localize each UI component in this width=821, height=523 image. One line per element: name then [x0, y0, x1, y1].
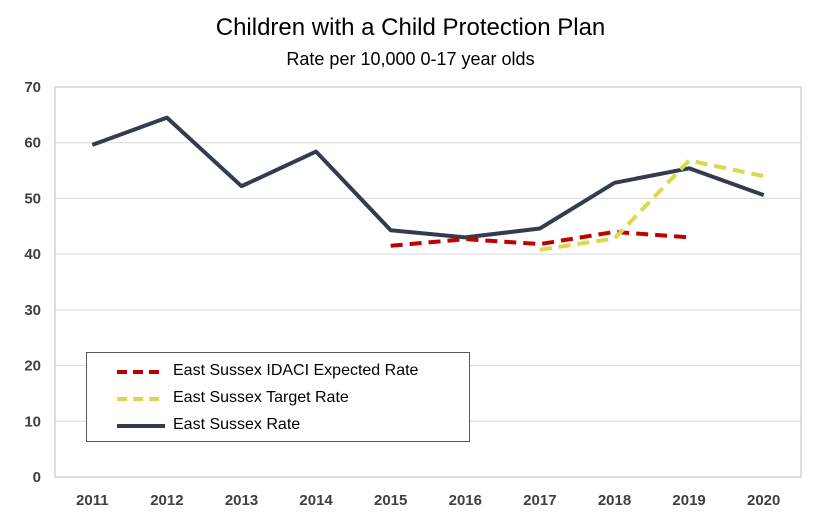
plot-area — [54, 86, 802, 478]
legend-swatch-idaci-expected — [117, 370, 165, 374]
y-axis: 0 10 20 30 40 50 60 70 — [24, 79, 41, 486]
y-tick-label-10: 10 — [24, 413, 41, 430]
y-tick-label-20: 20 — [24, 358, 41, 375]
x-tick-label-2013: 2013 — [225, 492, 258, 509]
series-lines — [91, 115, 765, 252]
x-tick-label-2018: 2018 — [598, 492, 631, 509]
legend-item-target-rate: East Sussex Target Rate — [87, 386, 469, 412]
y-tick-label-40: 40 — [24, 246, 41, 263]
legend-label-east-sussex-rate: East Sussex Rate — [173, 416, 301, 433]
x-tick-label-2017: 2017 — [523, 492, 556, 509]
x-tick-label-2016: 2016 — [449, 492, 482, 509]
legend-label-idaci-expected: East Sussex IDACI Expected Rate — [173, 362, 419, 379]
x-tick-label-2019: 2019 — [672, 492, 705, 509]
legend: East Sussex IDACI Expected Rate East Sus… — [86, 352, 470, 442]
y-tick-label-70: 70 — [24, 79, 41, 96]
x-tick-label-2012: 2012 — [150, 492, 183, 509]
x-tick-label-2011: 2011 — [76, 492, 109, 509]
series-line-2 — [91, 115, 765, 240]
legend-swatch-east-sussex-rate — [117, 424, 165, 428]
y-tick-label-30: 30 — [24, 302, 41, 319]
legend-item-idaci-expected: East Sussex IDACI Expected Rate — [87, 359, 469, 385]
x-axis: 2011 2012 2013 2014 2015 2016 2017 2018 2019 2020 — [76, 492, 780, 509]
x-tick-label-2020: 2020 — [747, 492, 780, 509]
legend-item-east-sussex-rate: East Sussex Rate — [87, 413, 469, 439]
y-tick-label-50: 50 — [24, 190, 41, 207]
chart-subtitle: Rate per 10,000 0-17 year olds — [286, 49, 535, 69]
chart-title: Children with a Child Protection Plan — [215, 14, 606, 41]
y-tick-label-0: 0 — [33, 469, 41, 486]
legend-label-target-rate: East Sussex Target Rate — [173, 389, 349, 406]
y-tick-label-60: 60 — [24, 135, 41, 152]
x-tick-label-2015: 2015 — [374, 492, 407, 509]
series-line-0 — [390, 229, 690, 248]
legend-swatch-target-rate — [117, 397, 165, 401]
x-tick-label-2014: 2014 — [299, 492, 333, 509]
